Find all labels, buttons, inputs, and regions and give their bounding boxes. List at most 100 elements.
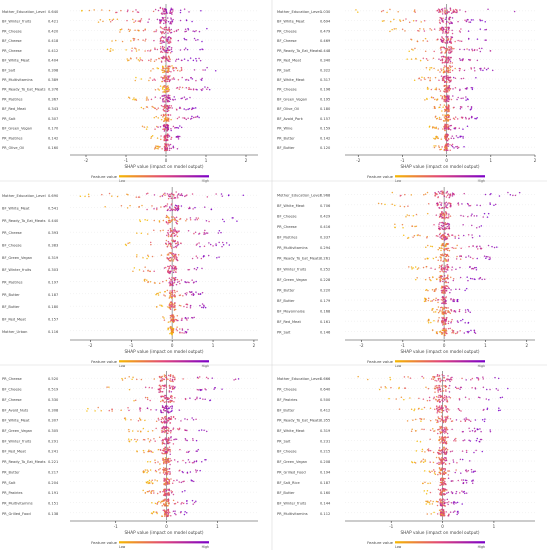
shap-dot: [414, 9, 416, 11]
shap-dot: [187, 117, 189, 119]
shap-dot: [161, 305, 163, 307]
shap-dot: [487, 256, 489, 258]
shap-dot: [434, 388, 436, 390]
shap-dot: [141, 379, 143, 381]
shap-dot: [149, 50, 151, 52]
shap-dot: [436, 385, 438, 387]
shap-dot: [167, 134, 169, 136]
shap-dot: [441, 211, 443, 213]
shap-dot: [165, 127, 167, 128]
shap-dot: [162, 431, 164, 433]
shap-dot: [168, 95, 170, 97]
shap-dot: [441, 56, 443, 58]
shap-dot: [162, 281, 164, 283]
shap-dot: [128, 431, 130, 433]
shap-dot: [170, 454, 172, 456]
shap-dot: [477, 429, 479, 431]
shap-dot: [499, 409, 501, 411]
shap-dot: [157, 19, 159, 21]
shap-dot: [206, 67, 208, 69]
shap-dot: [162, 516, 164, 518]
shap-dot: [483, 409, 485, 411]
shap-dot: [439, 271, 441, 273]
shap-dot: [460, 59, 462, 61]
shap-dot: [173, 77, 175, 79]
shap-dot: [179, 295, 181, 297]
shap-dot: [170, 71, 172, 73]
shap-dot: [468, 234, 470, 236]
shap-dot: [169, 284, 171, 286]
shap-dot: [167, 108, 169, 110]
shap-dot: [185, 220, 187, 222]
shap-dot: [194, 38, 196, 40]
shap-dot: [186, 98, 188, 100]
shap-dot: [404, 376, 406, 378]
feature-label: PR_Olive_Oil: [2, 146, 24, 150]
shap-dot: [196, 255, 198, 257]
shap-dot: [472, 50, 474, 52]
shap-dot: [415, 279, 417, 281]
shap-dot: [455, 87, 457, 89]
shap-dot: [450, 129, 452, 131]
shap-dot: [195, 80, 197, 82]
shap-dot: [206, 232, 208, 234]
shap-dot: [157, 126, 159, 128]
shap-dot: [171, 51, 173, 53]
shap-dot: [192, 78, 194, 80]
shap-dot: [440, 205, 442, 207]
shap-dot: [115, 40, 117, 42]
shap-dot: [154, 440, 156, 442]
shap-dot: [187, 281, 189, 283]
shap-dot: [201, 461, 203, 463]
shap-dot: [151, 490, 153, 492]
shap-dot: [170, 308, 172, 310]
shap-dot: [169, 30, 171, 32]
shap-dot: [140, 78, 142, 80]
shap-dot: [180, 20, 182, 22]
shap-dot: [450, 289, 452, 291]
shap-dot: [171, 331, 173, 333]
shap-dot: [125, 419, 127, 421]
shap-dot: [170, 79, 172, 81]
shap-dot: [172, 379, 174, 381]
shap-dot: [431, 29, 433, 31]
shap-dot: [484, 67, 486, 69]
shap-dot: [182, 378, 184, 380]
shap-dot: [189, 97, 191, 99]
shap-dot: [148, 449, 150, 451]
shap-dot: [166, 120, 168, 122]
shap-dot: [155, 89, 157, 91]
shap-dot: [134, 30, 136, 32]
shap-dot: [170, 449, 172, 451]
shap-dot: [157, 88, 159, 90]
shap-dot: [441, 110, 443, 112]
shap-dot: [186, 218, 188, 220]
shap-dot: [451, 43, 453, 45]
shap-dot: [161, 69, 163, 71]
shap-dot: [165, 149, 167, 151]
shap-dot: [447, 67, 449, 69]
shap-dot: [465, 421, 467, 423]
feature-label: PR_Butter: [277, 288, 295, 292]
shap-dot: [180, 218, 182, 220]
shap-dot: [150, 439, 152, 441]
feature-dots: [81, 7, 202, 15]
shap-dot: [158, 294, 160, 296]
shap-dot: [450, 298, 452, 300]
shap-dot: [432, 376, 434, 378]
shap-dot: [490, 50, 492, 52]
shap-dot: [164, 427, 166, 429]
shap-dot: [429, 277, 431, 279]
shap-dot: [483, 378, 485, 380]
shap-dot: [149, 271, 151, 273]
shap-dot: [449, 85, 451, 87]
feature-dots: [126, 55, 201, 62]
shap-dot: [156, 511, 158, 513]
shap-dot: [166, 451, 168, 453]
shap-dot: [407, 205, 409, 207]
shap-dot: [164, 416, 166, 418]
shap-dot: [432, 276, 434, 278]
shap-dot: [440, 385, 442, 387]
shap-dot: [165, 115, 167, 117]
